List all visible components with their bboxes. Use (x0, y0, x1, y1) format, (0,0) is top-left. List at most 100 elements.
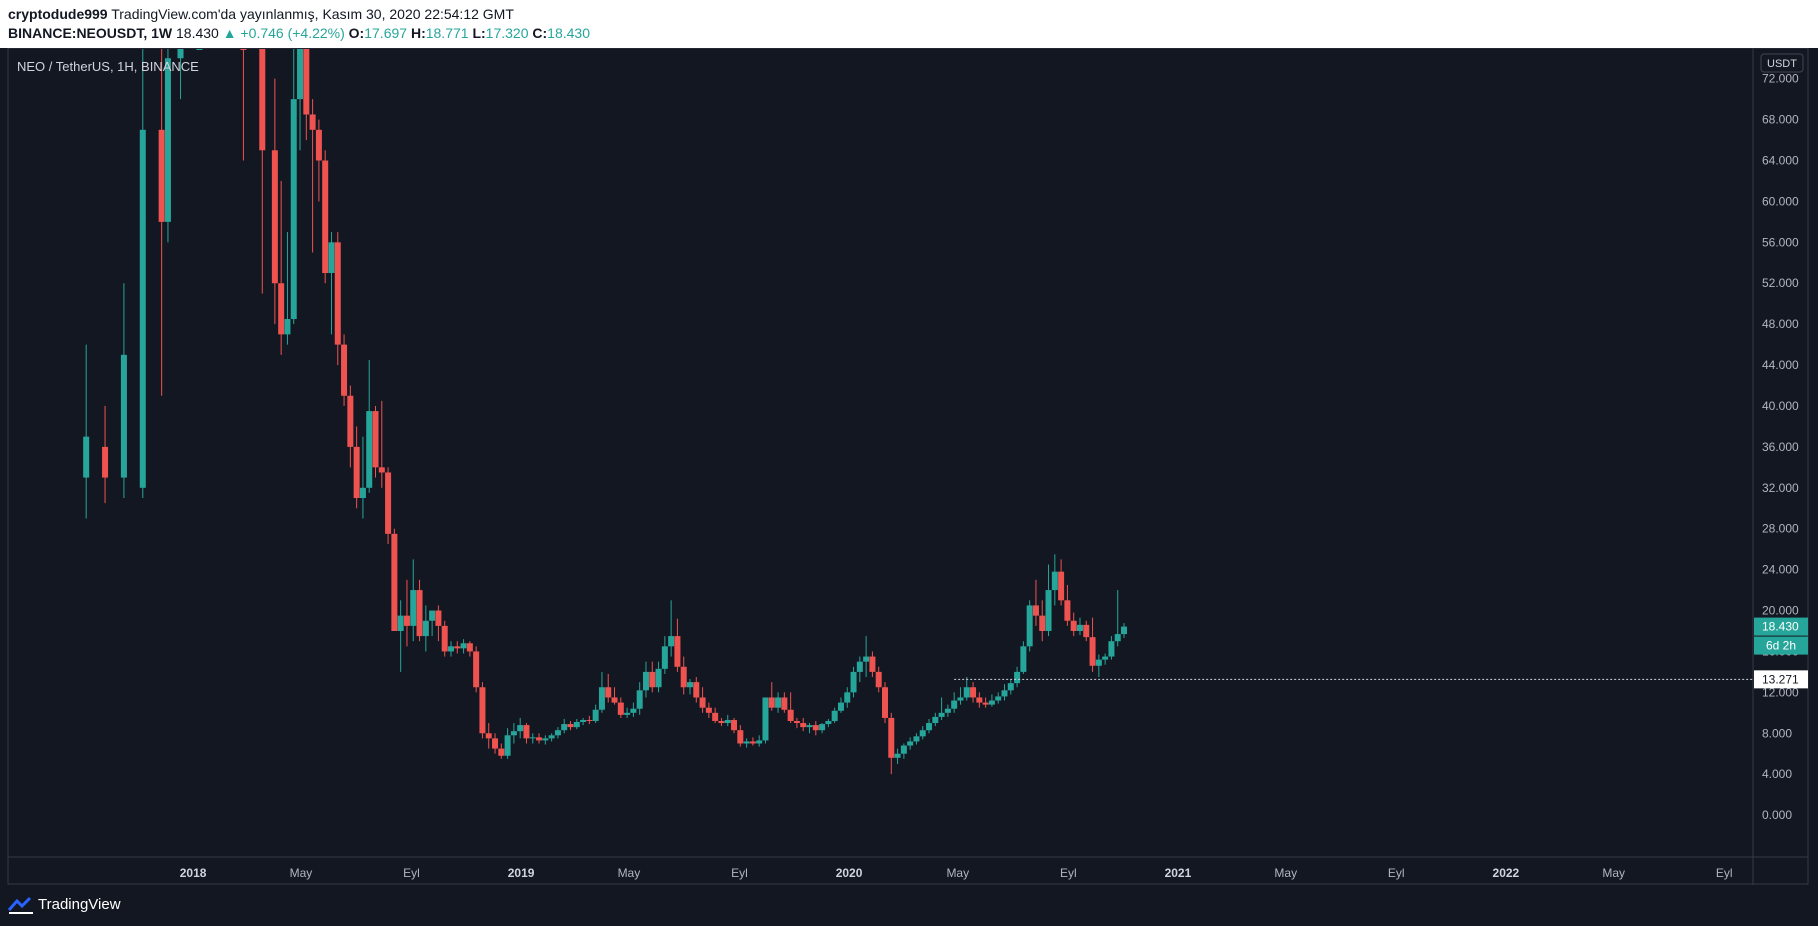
candle-2020-08-03 (1039, 600, 1046, 642)
candle-2020-10-19 (1108, 636, 1115, 660)
candle-2019-03-25 (592, 704, 599, 724)
price-tick-label: 32.000 (1762, 481, 1799, 495)
candle-2020-05-18 (970, 682, 977, 703)
candle-2018-06-25 (347, 385, 354, 468)
footer-bar: TradingView (0, 885, 1818, 926)
line-price-label: 13.271 (1762, 672, 1799, 686)
candle-body (932, 716, 939, 724)
candle-body (347, 395, 354, 447)
candle-2018-08-20 (397, 600, 404, 672)
high-value: 18.771 (425, 25, 469, 41)
candle-2019-09-09 (743, 738, 750, 748)
high-label: H: (410, 25, 426, 41)
candle-2020-01-27 (869, 651, 876, 678)
candle-body (479, 687, 486, 734)
price-tick-label: 20.000 (1762, 604, 1799, 618)
candle-body (649, 671, 656, 688)
candle-2020-04-27 (951, 692, 958, 713)
candle-body (775, 697, 782, 708)
candle-2018-11-05 (466, 641, 473, 657)
time-tick-label: 2022 (1493, 866, 1520, 880)
candle-body (322, 160, 329, 274)
candle-body (567, 724, 574, 728)
candle-2019-06-03 (655, 661, 662, 693)
candle-body (1114, 634, 1121, 642)
candle-2018-05-28 (322, 150, 329, 284)
candle-body (504, 735, 511, 756)
candle-body (819, 724, 826, 731)
candle-body (743, 741, 750, 744)
candle-body (642, 671, 649, 691)
candle-body (900, 745, 907, 754)
candle-2019-08-26 (731, 717, 738, 734)
candle-body (1083, 624, 1090, 638)
candle-2018-06-04 (328, 232, 335, 335)
candle-body (869, 656, 876, 672)
candle-2019-07-15 (693, 677, 700, 703)
candle-2020-09-21 (1083, 620, 1090, 642)
candle-body (278, 283, 285, 335)
candle-body (378, 467, 385, 473)
candle-body (309, 114, 316, 130)
candle-body (284, 319, 291, 335)
candle-body (592, 709, 599, 721)
currency-badge[interactable] (1760, 53, 1804, 73)
candle-2018-12-17 (504, 728, 511, 759)
candle-2020-05-25 (976, 692, 983, 708)
candle-2019-11-04 (793, 717, 800, 729)
candle-2020-02-24 (894, 748, 901, 764)
candle-body (460, 643, 467, 649)
candle-body (1014, 671, 1021, 684)
price-tick-label: 12.000 (1762, 685, 1799, 699)
candle-2019-09-23 (756, 735, 763, 747)
candle-2018-12-31 (517, 717, 524, 739)
candle-body (655, 668, 662, 688)
candle-2019-04-15 (611, 687, 618, 705)
candle-2018-04-23 (290, 49, 297, 325)
candle-2017-10-16 (120, 283, 127, 499)
candle-2018-12-10 (498, 743, 505, 759)
candle-2019-12-16 (831, 707, 838, 724)
candle-body (674, 636, 681, 667)
candle-body (1064, 600, 1071, 621)
candle-body (1039, 615, 1046, 631)
candle-body (542, 738, 549, 741)
candle-body (687, 682, 694, 688)
candle-body (158, 129, 165, 222)
candle-2020-08-17 (1051, 554, 1058, 606)
candle-2020-01-20 (863, 636, 870, 678)
candle-body (422, 620, 429, 637)
price-tick-label: 28.000 (1762, 522, 1799, 536)
author-name[interactable]: cryptodude999 (8, 6, 108, 22)
candle-2019-10-21 (781, 692, 788, 713)
candle-body (435, 610, 442, 626)
candle-body (768, 697, 775, 708)
candle-2020-09-07 (1070, 612, 1077, 637)
tradingview-brand[interactable]: TradingView (38, 896, 121, 913)
candle-2020-08-31 (1064, 584, 1071, 626)
price-tick-label: 52.000 (1762, 276, 1799, 290)
candle-body (837, 702, 844, 711)
candle-body (139, 129, 146, 488)
candle-2019-08-19 (724, 714, 731, 727)
candle-2019-07-29 (705, 702, 712, 718)
candle-2019-05-27 (649, 661, 656, 693)
candle-body (976, 697, 983, 703)
candle-body (1095, 659, 1102, 666)
candle-2018-04-09 (278, 180, 285, 355)
candle-body (863, 656, 870, 662)
symbol-name: BINANCE:NEOUSDT, 1W (8, 25, 173, 41)
close-label: C: (532, 25, 548, 41)
price-chart[interactable]: 0.0004.0008.00012.00016.00020.00024.0002… (0, 48, 1818, 885)
candle-body (988, 700, 995, 705)
candle-2018-07-09 (359, 436, 366, 519)
candle-2017-12-18 (177, 49, 184, 100)
candle-2019-01-21 (536, 733, 543, 744)
time-tick-label: 2018 (180, 866, 207, 880)
close-value: 18.430 (547, 25, 590, 41)
tradingview-logo-icon (8, 896, 33, 914)
candle-body (523, 725, 530, 739)
candle-2019-02-11 (554, 727, 561, 739)
candle-2020-02-17 (888, 712, 895, 775)
candle-2018-05-14 (309, 99, 316, 253)
